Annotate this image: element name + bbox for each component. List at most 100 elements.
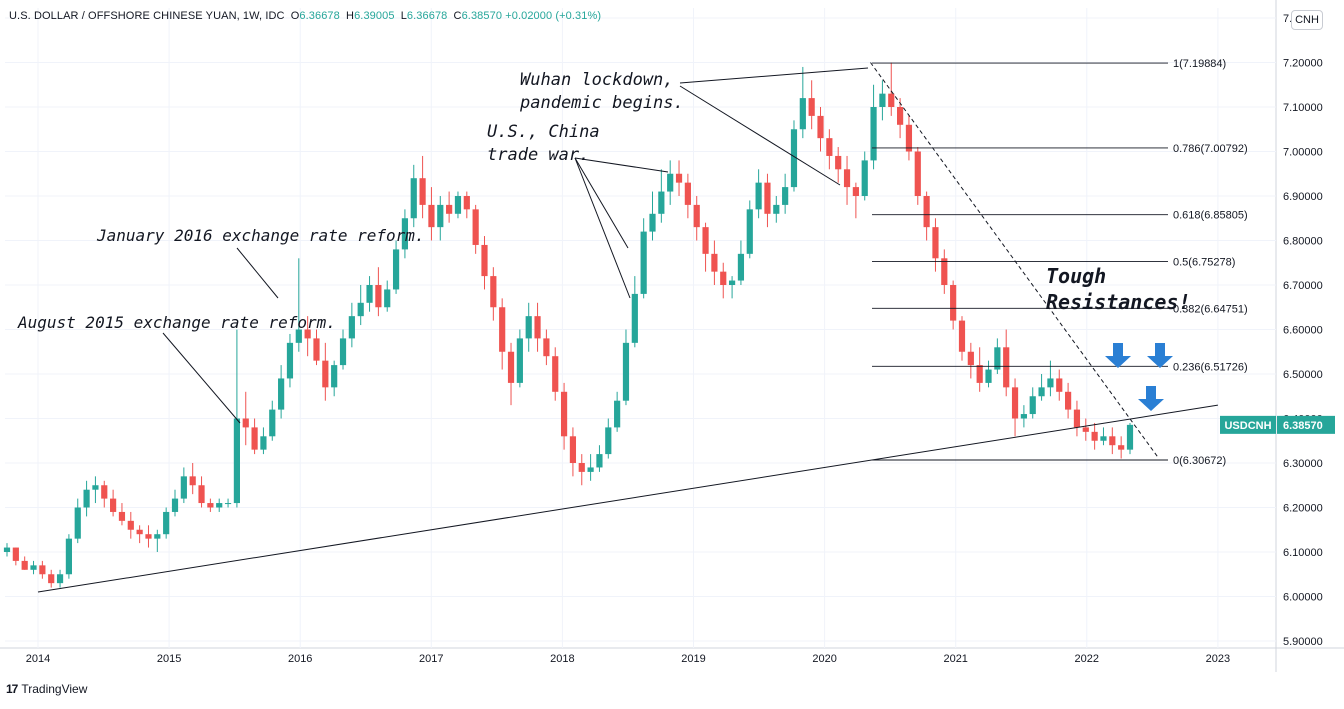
candle-down bbox=[950, 285, 957, 321]
candle-down bbox=[127, 520, 134, 530]
annotations: Wuhan lockdown, pandemic begins. U.S., Chi… bbox=[17, 67, 1191, 424]
candle-down bbox=[481, 244, 488, 277]
x-tick-label: 2022 bbox=[1075, 653, 1099, 665]
low-label: L bbox=[400, 10, 407, 22]
annotation-pointer bbox=[574, 157, 669, 173]
candle-up bbox=[728, 280, 736, 285]
candle-down bbox=[764, 182, 771, 214]
y-tick-label: 6.80000 bbox=[1283, 236, 1323, 248]
symbol-tag-label: USDCNH bbox=[1224, 420, 1271, 432]
currency-button[interactable]: CNH bbox=[1291, 10, 1323, 30]
x-tick-label: 2021 bbox=[943, 653, 967, 665]
candle-down bbox=[543, 338, 550, 357]
x-tick-label: 2014 bbox=[26, 653, 50, 665]
candle-up bbox=[605, 427, 612, 455]
candle-up bbox=[286, 342, 294, 379]
candle-down bbox=[1073, 409, 1081, 428]
x-tick-label: 2023 bbox=[1206, 653, 1230, 665]
candle-up bbox=[171, 498, 179, 512]
candle-down bbox=[21, 560, 28, 570]
candle-up bbox=[525, 316, 532, 339]
candle-down bbox=[428, 204, 435, 228]
candle-up bbox=[985, 369, 992, 383]
candle-up bbox=[596, 454, 603, 468]
legend: U.S. DOLLAR / OFFSHORE CHINESE YUAN, 1W,… bbox=[9, 10, 601, 22]
candle-up bbox=[782, 187, 789, 205]
candle-up bbox=[879, 93, 886, 107]
candle-down bbox=[826, 138, 833, 156]
annotation-4: August 2015 exchange rate reform. bbox=[17, 313, 336, 424]
candle-up bbox=[1100, 436, 1107, 441]
candle-down bbox=[48, 574, 55, 584]
annotation-text: Resistances! bbox=[1046, 290, 1191, 314]
candle-down bbox=[808, 98, 815, 116]
candle-up bbox=[180, 476, 187, 499]
candle-up bbox=[366, 285, 373, 303]
candle-down bbox=[923, 196, 930, 228]
candle-down bbox=[313, 338, 320, 361]
candle-up bbox=[278, 378, 285, 410]
candle-down bbox=[189, 476, 196, 486]
close-value: 6.38570 bbox=[461, 10, 503, 22]
candle-down bbox=[101, 485, 108, 499]
candle-up bbox=[755, 182, 762, 210]
candle-down bbox=[932, 227, 939, 259]
candle-up bbox=[1047, 378, 1054, 388]
candle-down bbox=[110, 498, 117, 512]
candle-down bbox=[675, 173, 683, 183]
high-label: H bbox=[346, 10, 355, 22]
candle-up bbox=[392, 249, 400, 290]
candle-down bbox=[817, 115, 824, 139]
fib-level-label: 0.382(6.64751) bbox=[1173, 303, 1248, 315]
candle-down bbox=[896, 107, 904, 125]
candle-up bbox=[384, 289, 391, 308]
annotation-pointer bbox=[574, 157, 631, 299]
candle-up bbox=[658, 191, 665, 214]
price-tag-label: 6.38570 bbox=[1283, 420, 1323, 432]
footer: 17 TradingView bbox=[6, 682, 87, 696]
x-tick-label: 2018 bbox=[550, 653, 574, 665]
price-axis: 5.900006.000006.100006.200006.300006.400… bbox=[1283, 13, 1323, 648]
candle-up bbox=[861, 160, 868, 196]
y-tick-label: 7.20000 bbox=[1283, 58, 1323, 70]
fib-level-label: 0.618(6.85805) bbox=[1173, 210, 1248, 222]
candle-down bbox=[1003, 347, 1010, 388]
candle-down bbox=[507, 351, 515, 383]
candle-up bbox=[437, 204, 444, 228]
candle-up bbox=[667, 173, 674, 192]
drawings: 1(7.19884) 0.786(7.00792) 0.618(6.85805) 0.… bbox=[37, 58, 1248, 593]
candle-up bbox=[790, 129, 798, 188]
fib-level-label: 0.5(6.75278) bbox=[1173, 257, 1235, 269]
candle-down bbox=[720, 271, 727, 285]
x-tick-label: 2019 bbox=[681, 653, 705, 665]
candle-down bbox=[711, 253, 718, 272]
candle-down bbox=[207, 503, 214, 508]
arrows bbox=[1105, 343, 1173, 411]
candle-down bbox=[12, 547, 19, 561]
candle-up bbox=[516, 338, 523, 383]
candle-down bbox=[888, 93, 895, 107]
y-tick-label: 6.50000 bbox=[1283, 369, 1323, 381]
candle-up bbox=[587, 467, 594, 472]
candle-up bbox=[295, 329, 302, 343]
y-tick-label: 6.00000 bbox=[1283, 592, 1323, 604]
candle-down bbox=[472, 209, 479, 245]
low-value: 6.36678 bbox=[406, 10, 448, 22]
candle-down bbox=[322, 360, 329, 388]
candle-down bbox=[702, 227, 709, 254]
candle-down bbox=[490, 276, 497, 308]
fib-level-label: 0.236(6.51726) bbox=[1173, 361, 1248, 373]
brand-label[interactable]: TradingView bbox=[21, 682, 88, 696]
candle-down bbox=[1082, 427, 1089, 432]
candle-up bbox=[1020, 414, 1027, 419]
price-tag bbox=[1277, 415, 1335, 434]
time-axis: 2014 2015 2016 2017 2018 2019 2020 2021 2022 2023 bbox=[26, 653, 1230, 665]
candle-down bbox=[39, 565, 46, 575]
candle-up bbox=[3, 547, 11, 552]
x-tick-label: 2016 bbox=[288, 653, 312, 665]
candle-up bbox=[614, 400, 621, 428]
y-tick-label: 6.20000 bbox=[1283, 503, 1323, 515]
